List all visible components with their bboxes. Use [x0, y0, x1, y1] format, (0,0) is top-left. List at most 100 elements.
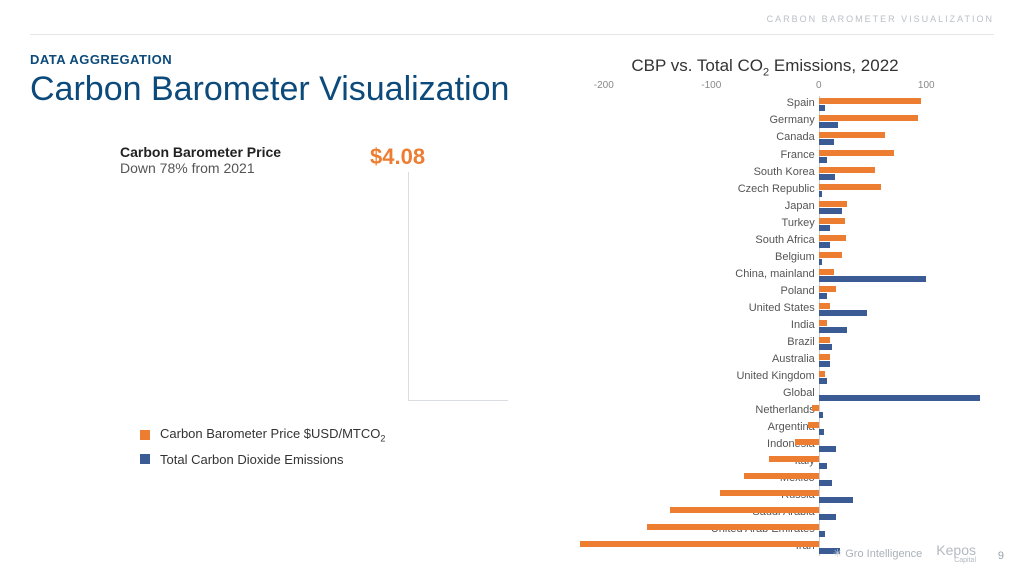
- bar-co2: [819, 174, 835, 180]
- row-label: Italy: [370, 455, 815, 467]
- bar-co2: [819, 480, 832, 486]
- bar-cbp: [819, 167, 875, 173]
- header-tag: CARBON BAROMETER VISUALIZATION: [767, 14, 994, 24]
- x-tick: -200: [594, 80, 614, 91]
- row-label: Czech Republic: [370, 183, 815, 195]
- table-row: Mexico: [550, 471, 980, 488]
- table-row: China, mainland: [550, 267, 980, 284]
- eyebrow: DATA AGGREGATION: [30, 52, 172, 67]
- table-row: Saudi Arabia: [550, 505, 980, 522]
- row-label: India: [370, 319, 815, 331]
- row-label: Australia: [370, 353, 815, 365]
- bar-co2: [819, 293, 828, 299]
- chart-title: CBP vs. Total CO2 Emissions, 2022: [550, 56, 980, 78]
- table-row: United States: [550, 301, 980, 318]
- table-row: United Arab Emirates: [550, 522, 980, 539]
- bar-cbp: [819, 235, 846, 241]
- bar-cbp: [819, 337, 830, 343]
- table-row: Russia: [550, 488, 980, 505]
- legend-item: Total Carbon Dioxide Emissions: [140, 452, 385, 467]
- bar-cbp: [819, 303, 830, 309]
- slide: CARBON BAROMETER VISUALIZATION DATA AGGR…: [0, 0, 1024, 576]
- table-row: Czech Republic: [550, 182, 980, 199]
- bar-cbp: [819, 150, 894, 156]
- bar-cbp: [819, 218, 845, 224]
- table-row: France: [550, 148, 980, 165]
- bar-co2: [819, 514, 836, 520]
- row-label: Argentina: [370, 421, 815, 433]
- table-row: Argentina: [550, 420, 980, 437]
- legend-label: Total Carbon Dioxide Emissions: [160, 452, 344, 467]
- row-label: Brazil: [370, 336, 815, 348]
- bar-chart: CBP vs. Total CO2 Emissions, 2022 -200-1…: [550, 56, 980, 556]
- bar-cbp: [769, 456, 818, 462]
- bar-co2: [819, 378, 828, 384]
- bar-cbp: [819, 286, 836, 292]
- table-row: South Africa: [550, 233, 980, 250]
- row-label: Indonesia: [370, 438, 815, 450]
- bar-cbp: [819, 252, 843, 258]
- bar-cbp: [580, 541, 819, 547]
- bar-co2: [819, 395, 980, 401]
- bar-co2: [819, 361, 830, 367]
- gro-logo: Gro Intelligence: [833, 547, 922, 560]
- row-label: United States: [370, 302, 815, 314]
- bar-co2: [819, 122, 838, 128]
- bar-co2: [819, 139, 834, 145]
- row-label: France: [370, 149, 815, 161]
- row-label: Japan: [370, 200, 815, 212]
- table-row: Spain: [550, 96, 980, 113]
- legend-label: Carbon Barometer Price $USD/MTCO2: [160, 426, 385, 444]
- table-row: Japan: [550, 199, 980, 216]
- footer-logos: Gro Intelligence KeposCapital: [833, 542, 976, 564]
- row-label: South Africa: [370, 234, 815, 246]
- row-label: Spain: [370, 97, 815, 109]
- page-number: 9: [998, 550, 1004, 562]
- legend: Carbon Barometer Price $USD/MTCO2 Total C…: [140, 426, 385, 475]
- kepos-logo: KeposCapital: [936, 542, 976, 564]
- table-row: Italy: [550, 454, 980, 471]
- table-row: United Kingdom: [550, 369, 980, 386]
- bar-cbp: [819, 371, 825, 377]
- bar-co2: [819, 276, 927, 282]
- table-row: India: [550, 318, 980, 335]
- bar-co2: [819, 225, 830, 231]
- row-label: United Kingdom: [370, 370, 815, 382]
- row-label: Global: [370, 387, 815, 399]
- legend-item: Carbon Barometer Price $USD/MTCO2: [140, 426, 385, 444]
- table-row: South Korea: [550, 165, 980, 182]
- row-label: Canada: [370, 131, 815, 143]
- bar-cbp: [819, 354, 830, 360]
- x-tick: 0: [816, 80, 822, 91]
- callout-line-h: [408, 400, 508, 401]
- table-row: Poland: [550, 284, 980, 301]
- bar-co2: [819, 191, 822, 197]
- bar-co2: [819, 344, 832, 350]
- x-axis-labels: -200-1000100: [550, 80, 980, 96]
- row-label: Germany: [370, 114, 815, 126]
- bar-co2: [819, 157, 828, 163]
- table-row: Brazil: [550, 335, 980, 352]
- row-label: Poland: [370, 285, 815, 297]
- bar-co2: [819, 446, 836, 452]
- table-row: Australia: [550, 352, 980, 369]
- bar-cbp: [812, 405, 818, 411]
- table-row: Indonesia: [550, 437, 980, 454]
- legend-swatch: [140, 454, 150, 464]
- bar-co2: [819, 429, 824, 435]
- bar-cbp: [808, 422, 819, 428]
- row-label: Turkey: [370, 217, 815, 229]
- row-label: Netherlands: [370, 404, 815, 416]
- bar-cbp: [720, 490, 819, 496]
- bar-cbp: [670, 507, 818, 513]
- bar-cbp: [819, 184, 881, 190]
- bar-cbp: [819, 269, 834, 275]
- bar-cbp: [819, 132, 886, 138]
- row-label: South Korea: [370, 166, 815, 178]
- bar-co2: [819, 310, 867, 316]
- table-row: Belgium: [550, 250, 980, 267]
- plot-area: SpainGermanyCanadaFranceSouth KoreaCzech…: [550, 96, 980, 556]
- bar-co2: [819, 497, 853, 503]
- bar-cbp: [819, 201, 847, 207]
- table-row: Germany: [550, 113, 980, 130]
